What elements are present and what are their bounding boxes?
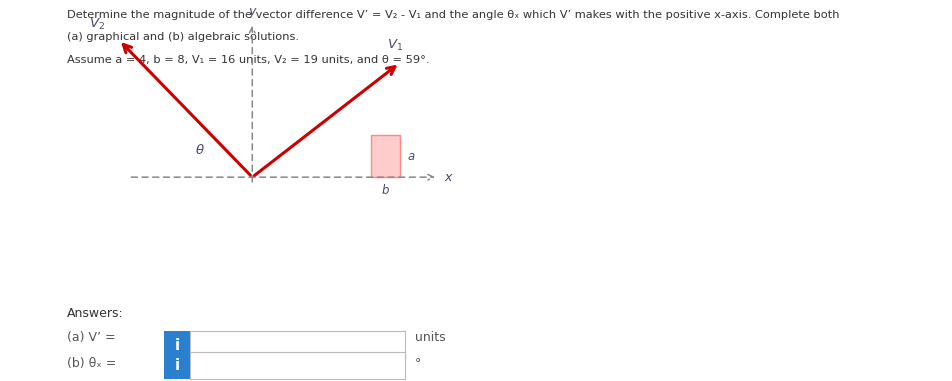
Text: (a) V’ =: (a) V’ =	[67, 331, 115, 344]
Text: Answers:: Answers:	[67, 307, 124, 320]
Text: Determine the magnitude of the vector difference V’ = V₂ - V₁ and the angle θₓ w: Determine the magnitude of the vector di…	[67, 10, 839, 19]
Text: b: b	[382, 184, 389, 197]
Text: (a) graphical and (b) algebraic solutions.: (a) graphical and (b) algebraic solution…	[67, 32, 299, 42]
Text: °: °	[415, 357, 422, 370]
Text: i: i	[174, 358, 180, 373]
Text: units: units	[415, 331, 446, 344]
Polygon shape	[371, 135, 400, 177]
Text: $\mathit{V}_2$: $\mathit{V}_2$	[89, 17, 105, 32]
Text: (b) θₓ =: (b) θₓ =	[67, 357, 116, 370]
Text: a: a	[407, 150, 415, 163]
Text: $\mathit{V}_1$: $\mathit{V}_1$	[387, 38, 403, 53]
Text: i: i	[174, 338, 180, 353]
Text: Assume a = 4, b = 8, V₁ = 16 units, V₂ = 19 units, and θ = 59°.: Assume a = 4, b = 8, V₁ = 16 units, V₂ =…	[67, 55, 429, 65]
Text: x: x	[445, 171, 452, 184]
Text: y: y	[248, 5, 256, 18]
Text: $\theta$: $\theta$	[195, 144, 205, 157]
